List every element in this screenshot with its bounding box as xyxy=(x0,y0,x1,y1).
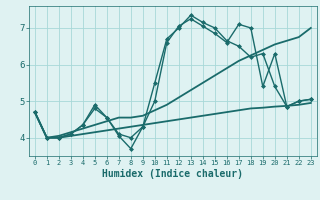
X-axis label: Humidex (Indice chaleur): Humidex (Indice chaleur) xyxy=(102,169,243,179)
